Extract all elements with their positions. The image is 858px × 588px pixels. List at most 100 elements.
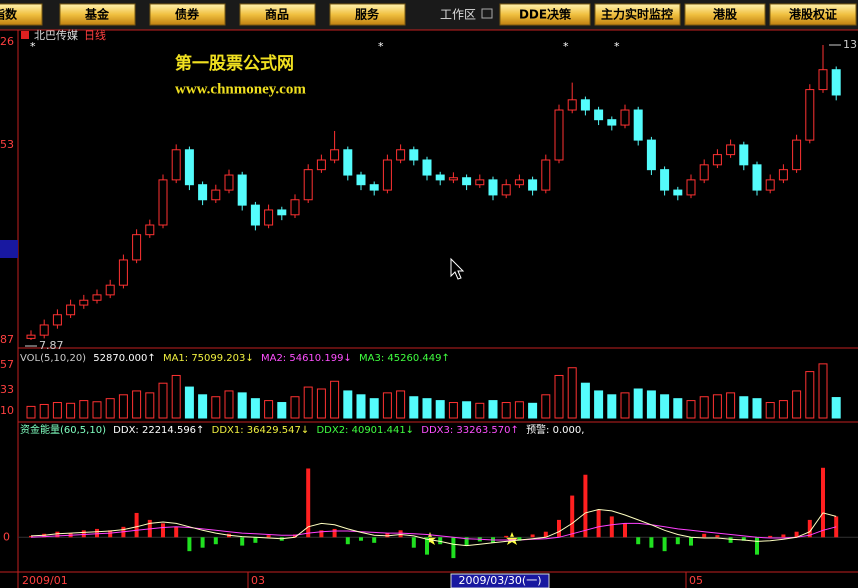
volume-bar	[92, 401, 102, 419]
volume-bar	[382, 392, 392, 419]
axis-label: 0	[3, 530, 10, 543]
watermark-url: www.chnmoney.com	[175, 81, 306, 97]
candle-body	[475, 179, 485, 186]
candle-body	[422, 159, 432, 176]
ddx-bar	[530, 534, 535, 538]
volume-bar	[171, 374, 181, 419]
ddx-bar	[398, 530, 403, 538]
button[interactable]: 债券	[175, 7, 200, 22]
header-item: DDX3: 33263.570↑	[421, 425, 519, 436]
date-axis: 2009/01 03 05	[17, 572, 703, 588]
volume-bar	[488, 400, 498, 419]
ddx-bar	[807, 519, 812, 538]
header-item: 预警: 0.000,	[526, 423, 584, 436]
ddx-bar	[253, 537, 258, 543]
button-bg[interactable]	[684, 3, 766, 26]
button[interactable]: DDE决策	[519, 7, 572, 22]
workspace-icon[interactable]	[481, 8, 493, 19]
button[interactable]: 港股	[713, 7, 738, 22]
ddx-bar	[161, 523, 165, 538]
ddx-bar	[451, 537, 456, 559]
candle-body	[514, 179, 524, 186]
ddx-bar	[662, 537, 667, 552]
ddx-bar	[583, 474, 588, 538]
candle-body	[488, 179, 498, 196]
volume-bar	[145, 392, 155, 419]
candle-body	[435, 174, 445, 181]
volume-bar	[132, 390, 142, 419]
volume-bar	[184, 386, 194, 419]
volume-bar	[26, 405, 36, 419]
button[interactable]: 指数	[0, 7, 18, 22]
button[interactable]: 基金	[84, 7, 110, 22]
button[interactable]: 港股权证	[789, 7, 837, 22]
marker: *	[30, 40, 36, 53]
volume-bar	[356, 394, 366, 419]
button[interactable]: 商品	[265, 7, 289, 22]
cursor-date: 2009/03/30(一)	[459, 574, 542, 587]
cursor-date-box	[450, 573, 550, 588]
button-bg[interactable]	[499, 3, 591, 26]
header-item: MA3: 45260.449↑	[359, 353, 450, 364]
volume-bar	[541, 394, 551, 419]
ddx-bar	[768, 535, 773, 538]
ddx-bar	[557, 519, 561, 538]
ddx-bar	[200, 537, 205, 548]
workspace[interactable]: 工作区	[440, 8, 476, 22]
button-bg[interactable]	[329, 3, 406, 26]
volume-bar	[660, 394, 670, 419]
ddx-bar	[821, 467, 825, 538]
volume-bar	[752, 398, 762, 419]
ddx-bar	[543, 531, 548, 538]
button[interactable]: 服务	[355, 7, 380, 22]
button-bg[interactable]	[239, 3, 316, 26]
high-label: 13.36	[843, 38, 858, 51]
date-label: 03	[251, 574, 265, 587]
volume-bar	[277, 402, 287, 419]
button-bg[interactable]	[59, 3, 136, 26]
candle-body	[646, 139, 656, 171]
volume-bar	[303, 386, 313, 419]
ddx-bar	[649, 537, 654, 548]
candle-body	[462, 177, 472, 186]
candle-body	[409, 149, 419, 161]
header-item: DDX: 22214.596↑	[113, 425, 204, 436]
ddx-bar	[689, 537, 693, 546]
volume-bar	[79, 400, 89, 419]
volume-bar	[237, 392, 247, 419]
candle-body	[237, 174, 247, 206]
volume-bar	[765, 402, 775, 419]
stock-name: 北巴传媒	[34, 29, 78, 42]
candle-body	[739, 144, 749, 166]
button-bg[interactable]	[149, 3, 226, 26]
volume-bar	[211, 396, 221, 419]
ddx-bar	[385, 533, 390, 538]
left-axis: 26 53 87 57 33 10	[0, 35, 14, 417]
volume-bar	[726, 392, 736, 419]
volume-header: VOL(5,10,20) 52870.000↑ MA1: 75099.203↓ …	[20, 353, 450, 364]
button-bg[interactable]	[594, 3, 681, 26]
ddx2-line	[30, 522, 837, 541]
volume-bar	[712, 394, 722, 419]
candle-body	[633, 109, 643, 141]
button[interactable]: 主力实时监控	[601, 7, 673, 22]
axis-label: 53	[0, 138, 14, 151]
frame	[0, 29, 858, 588]
ddx-bar	[372, 537, 377, 543]
candle-body	[818, 69, 828, 91]
candle-body	[290, 199, 300, 216]
volume-bar	[343, 390, 353, 419]
candle-body	[145, 224, 155, 236]
marker: *	[378, 40, 384, 53]
header-item: MA1: 75099.203↓	[163, 353, 254, 364]
ddx-bar	[728, 537, 733, 543]
ddx-bar	[213, 537, 218, 545]
period: 日线	[84, 28, 106, 42]
volume-bar	[805, 371, 815, 419]
button-bg[interactable]	[769, 3, 857, 26]
button-bg[interactable]	[0, 3, 43, 26]
ddx-bar	[755, 537, 759, 555]
volume-bar	[475, 402, 485, 419]
marker: *	[563, 40, 569, 53]
